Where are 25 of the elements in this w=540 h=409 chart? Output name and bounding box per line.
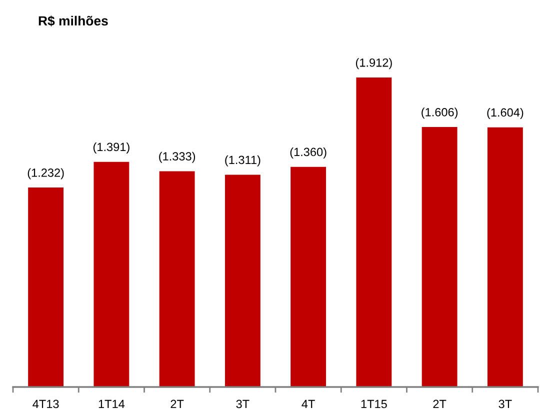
data-label: (1.606) (422, 108, 458, 119)
bar (94, 162, 130, 387)
bar (159, 171, 195, 387)
x-tick-label: 1T15 (361, 400, 387, 408)
bar (356, 77, 392, 387)
x-tick-label: 2T (170, 400, 184, 408)
data-label: (1.232) (28, 168, 64, 180)
x-tick-label: 3T (236, 400, 250, 408)
data-label: (1.311) (225, 155, 260, 166)
x-tick-label: 4T13 (32, 400, 59, 408)
data-label: (1.360) (290, 148, 326, 158)
data-label: (1.333) (159, 152, 196, 163)
x-tick-label: 1T14 (98, 400, 125, 408)
x-tick-label: 3T (498, 400, 512, 408)
x-tick-label: 4T (302, 400, 315, 408)
data-label: (1.391) (93, 142, 130, 154)
bar (224, 174, 260, 387)
bar (290, 166, 326, 387)
data-label: (1.604) (487, 108, 524, 119)
bar (422, 127, 458, 387)
bar (487, 127, 523, 387)
data-label: (1.912) (356, 58, 392, 70)
bar (28, 188, 64, 387)
x-tick-label: 2T (433, 400, 446, 408)
chart-title: R$ milhões (38, 16, 108, 26)
